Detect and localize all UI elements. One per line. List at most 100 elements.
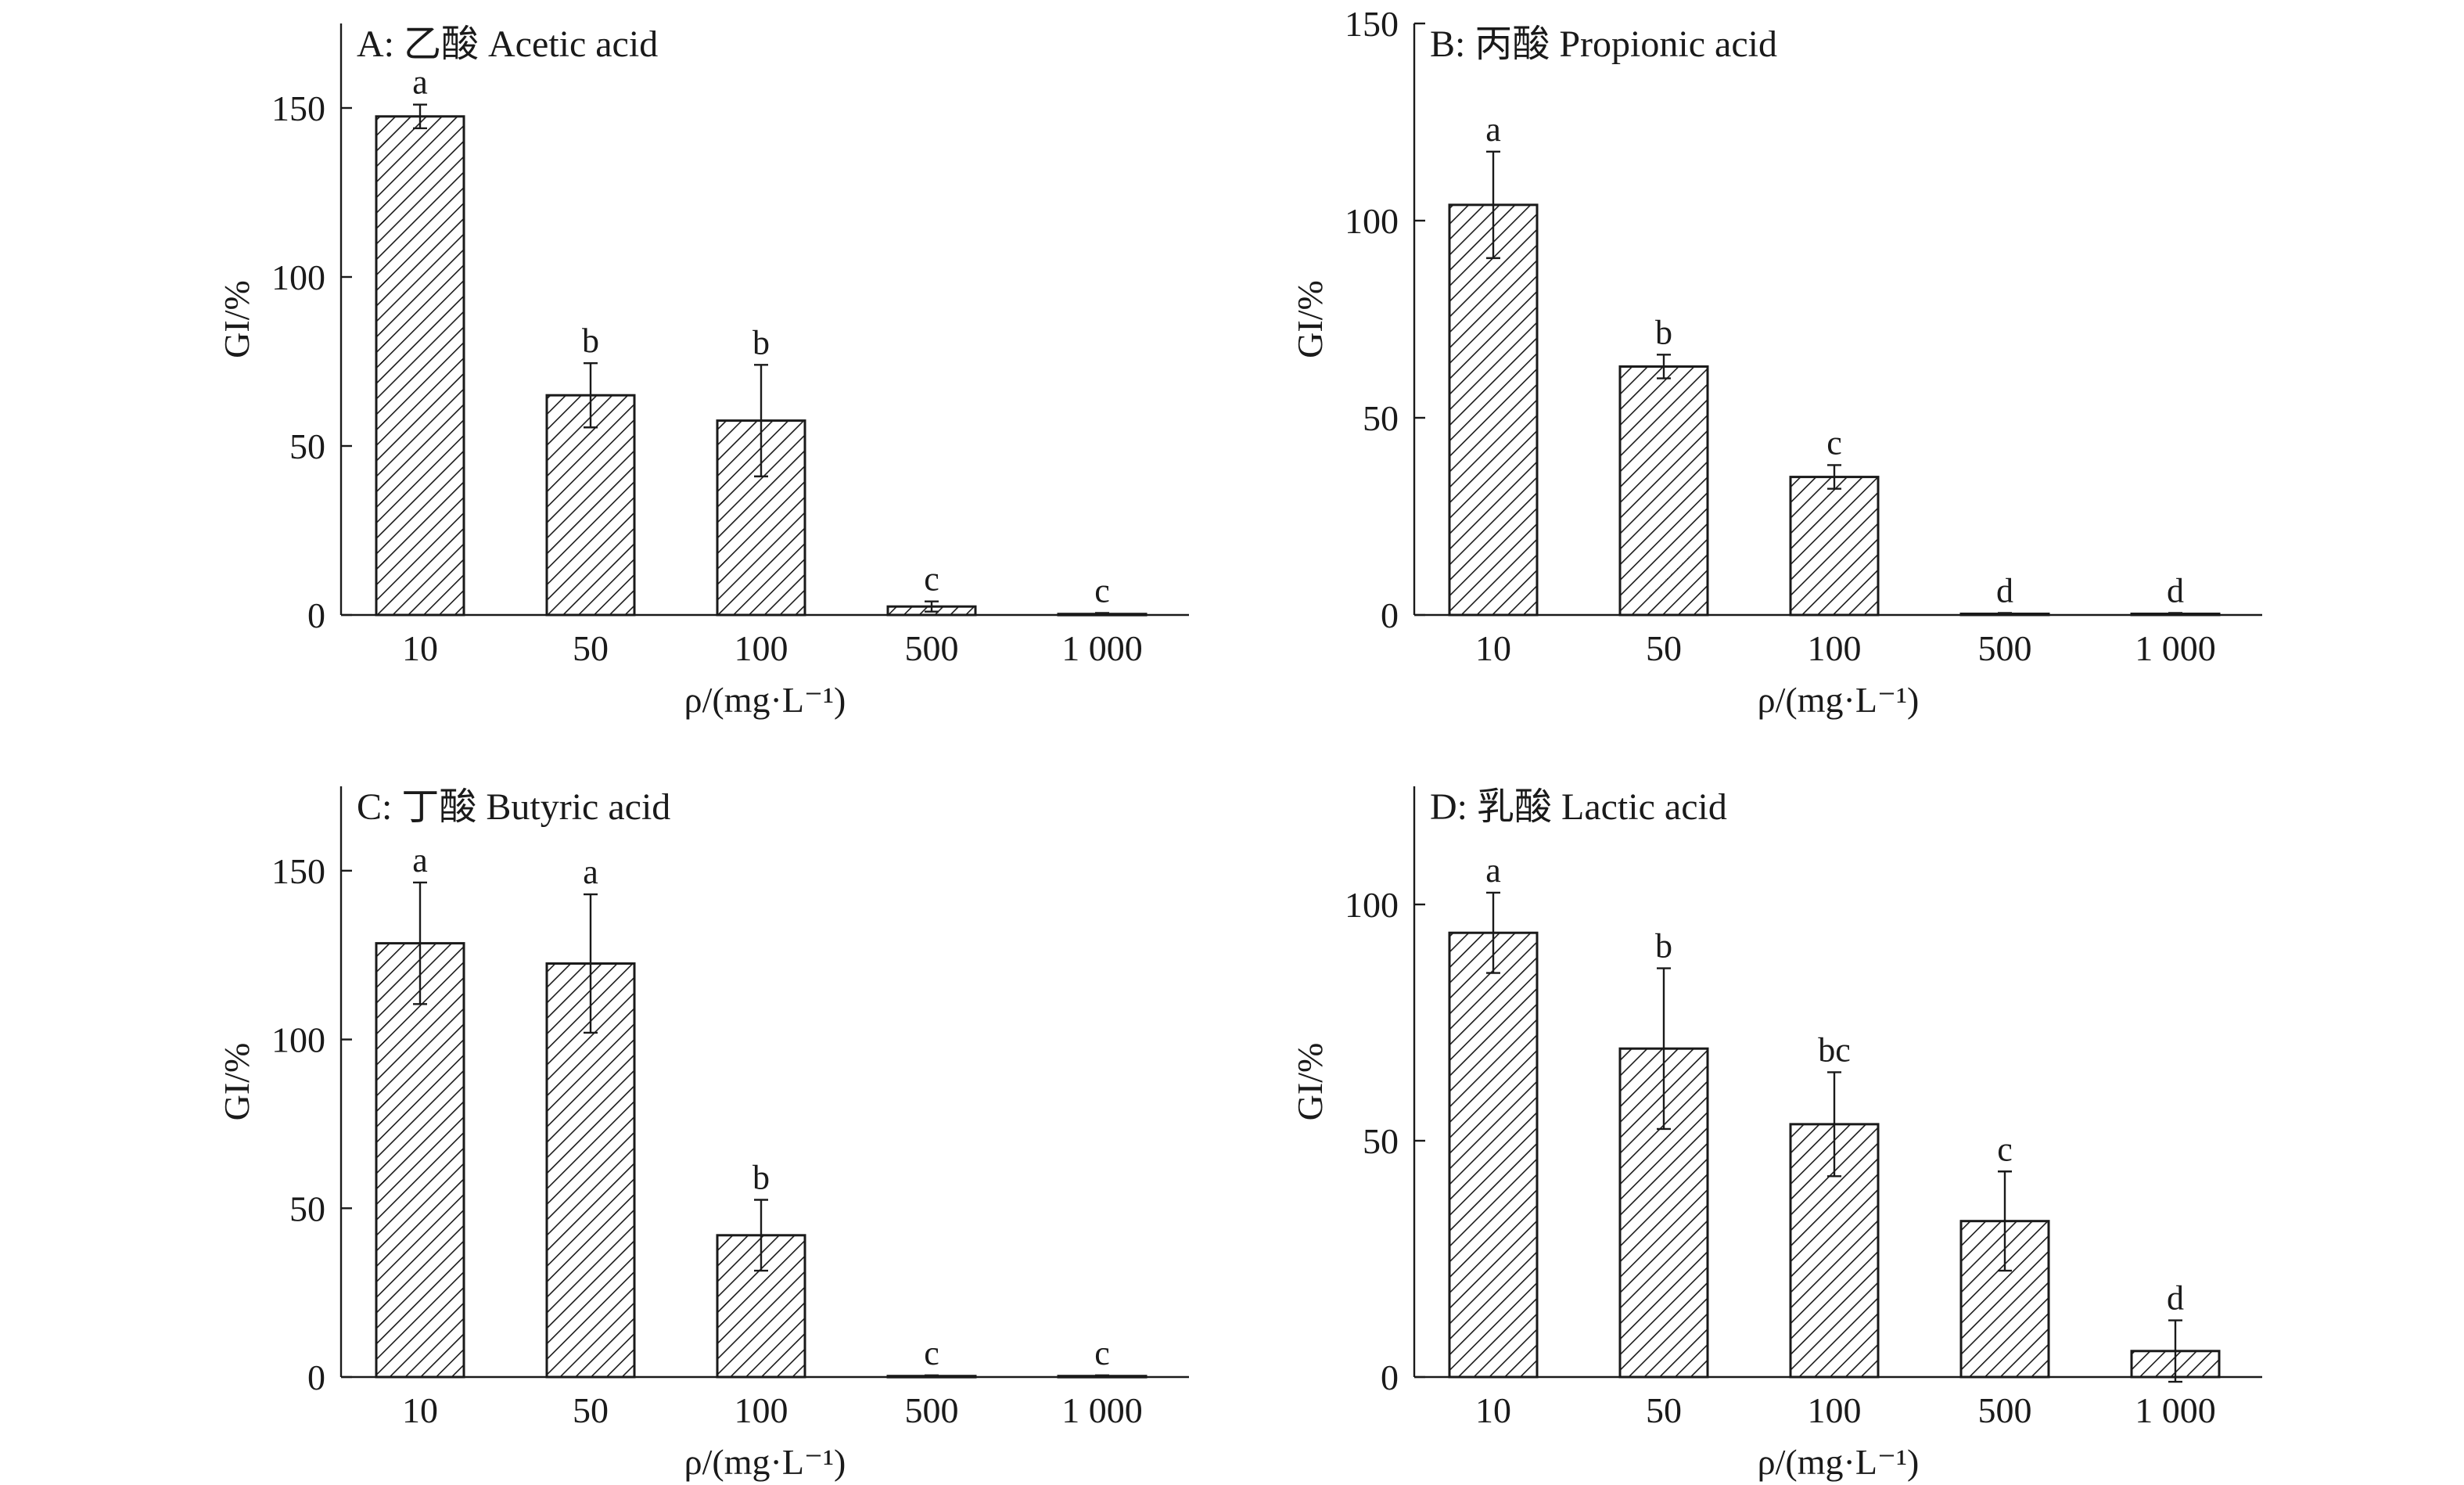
- significance-label: c: [924, 560, 939, 599]
- significance-label: bc: [1818, 1030, 1851, 1069]
- y-axis-title: GI/%: [1290, 1043, 1330, 1121]
- y-tick-label: 0: [307, 1357, 325, 1397]
- panel-title: C: 丁酸 Butyric acid: [357, 786, 670, 828]
- error-bar: [2168, 612, 2182, 616]
- x-tick-label: 500: [1978, 628, 2032, 668]
- y-axis-title: GI/%: [217, 280, 257, 358]
- y-tick-label: 150: [271, 88, 325, 128]
- significance-label: b: [752, 1159, 770, 1197]
- significance-label: a: [583, 853, 598, 891]
- y-tick-label: 100: [271, 257, 325, 297]
- significance-label: c: [924, 1334, 939, 1372]
- x-tick-label: 50: [573, 1390, 609, 1430]
- x-tick-label: 500: [905, 628, 959, 668]
- error-bar: [1486, 150, 1500, 260]
- significance-label: c: [1826, 423, 1842, 462]
- significance-label: b: [1655, 313, 1672, 351]
- x-tick-label: 1 000: [1061, 628, 1143, 668]
- y-tick-label: 50: [289, 426, 325, 466]
- error-bar: [584, 893, 598, 1034]
- chart-panel-c: 0 50 100 150 GI/% ρ/(mg·L⁻¹) C: 丁酸 Butyric aci…: [217, 786, 1189, 1482]
- chart-panel-d: 0 50 100 GI/% ρ/(mg·L⁻¹) D: 乳酸 Lactic acid 10 a…: [1290, 786, 2262, 1482]
- x-axis-title: ρ/(mg·L⁻¹): [684, 1442, 846, 1482]
- x-tick-label: 500: [1978, 1390, 2032, 1430]
- y-tick-label: 50: [1363, 398, 1399, 438]
- x-tick-label: 1 000: [2135, 1390, 2216, 1430]
- panel-title: D: 乳酸 Lactic acid: [1430, 786, 1727, 828]
- y-tick-label: 0: [1381, 1357, 1399, 1397]
- error-bar: [754, 364, 768, 478]
- bar: [1448, 931, 1539, 1379]
- y-tick-label: 50: [1363, 1121, 1399, 1161]
- y-tick-label: 50: [289, 1188, 325, 1228]
- x-tick-label: 1 000: [2135, 628, 2216, 668]
- significance-label: c: [1094, 1334, 1110, 1372]
- panel-title: A: 乙酸 Acetic acid: [357, 23, 658, 65]
- x-tick-label: 50: [1646, 1390, 1682, 1430]
- error-bar: [1827, 464, 1841, 490]
- y-tick-label: 100: [1345, 885, 1399, 925]
- x-axis-title: ρ/(mg·L⁻¹): [1758, 680, 1920, 720]
- x-tick-label: 500: [905, 1390, 959, 1430]
- x-tick-label: 100: [1808, 1390, 1862, 1430]
- y-tick-label: 0: [1381, 595, 1399, 635]
- x-tick-label: 50: [573, 628, 609, 668]
- significance-label: a: [412, 841, 428, 879]
- error-bar: [1486, 891, 1500, 974]
- significance-label: c: [1094, 571, 1110, 609]
- x-tick-label: 50: [1646, 628, 1682, 668]
- significance-label: b: [752, 323, 770, 361]
- bar: [375, 115, 465, 617]
- error-bar: [1657, 967, 1671, 1131]
- x-tick-label: 10: [1475, 628, 1511, 668]
- x-tick-label: 1 000: [1061, 1390, 1143, 1430]
- y-tick-label: 150: [271, 851, 325, 891]
- significance-label: b: [1655, 927, 1672, 965]
- error-bar: [925, 1374, 939, 1378]
- panel-title: B: 丙酸 Propionic acid: [1430, 23, 1777, 65]
- y-tick-label: 150: [1345, 4, 1399, 44]
- x-tick-label: 10: [402, 628, 438, 668]
- significance-label: d: [2167, 571, 2184, 609]
- error-bar: [413, 103, 427, 130]
- x-axis-title: ρ/(mg·L⁻¹): [684, 680, 846, 720]
- y-tick-label: 100: [271, 1020, 325, 1060]
- error-bar: [1998, 612, 2012, 616]
- significance-label: d: [2167, 1279, 2184, 1318]
- bar: [1618, 365, 1709, 617]
- x-tick-label: 100: [735, 628, 788, 668]
- error-bar: [925, 600, 939, 613]
- significance-label: b: [582, 322, 599, 360]
- x-tick-label: 10: [1475, 1390, 1511, 1430]
- x-tick-label: 100: [1808, 628, 1862, 668]
- error-bar: [1095, 1374, 1109, 1378]
- y-tick-label: 0: [307, 595, 325, 635]
- significance-label: a: [1485, 110, 1501, 149]
- error-bar: [1657, 354, 1671, 379]
- y-axis-title: GI/%: [1290, 280, 1330, 358]
- bar: [1789, 476, 1880, 617]
- x-tick-label: 10: [402, 1390, 438, 1430]
- error-bar: [1998, 1170, 2012, 1272]
- significance-label: a: [412, 63, 428, 102]
- chart-panel-b: 0 50 100 150 GI/% ρ/(mg·L⁻¹) B: 丙酸 Propionic a…: [1290, 4, 2262, 720]
- chart-panel-a: 0 50 100 150 GI/% ρ/(mg·L⁻¹) A: 乙酸 Acetic acid…: [217, 23, 1189, 720]
- error-bar: [584, 361, 598, 429]
- y-axis-title: GI/%: [217, 1043, 257, 1121]
- error-bar: [1095, 612, 1109, 617]
- bar: [1448, 203, 1539, 617]
- significance-label: a: [1485, 851, 1501, 890]
- error-bar: [754, 1199, 768, 1272]
- error-bar: [413, 881, 427, 1005]
- bar: [545, 394, 636, 617]
- bar: [375, 942, 465, 1379]
- y-tick-label: 100: [1345, 201, 1399, 241]
- x-tick-label: 100: [735, 1390, 788, 1430]
- significance-label: c: [1997, 1130, 2013, 1168]
- error-bar: [1827, 1071, 1841, 1178]
- error-bar: [2168, 1319, 2182, 1383]
- significance-label: d: [1996, 571, 2013, 609]
- x-axis-title: ρ/(mg·L⁻¹): [1758, 1442, 1920, 1482]
